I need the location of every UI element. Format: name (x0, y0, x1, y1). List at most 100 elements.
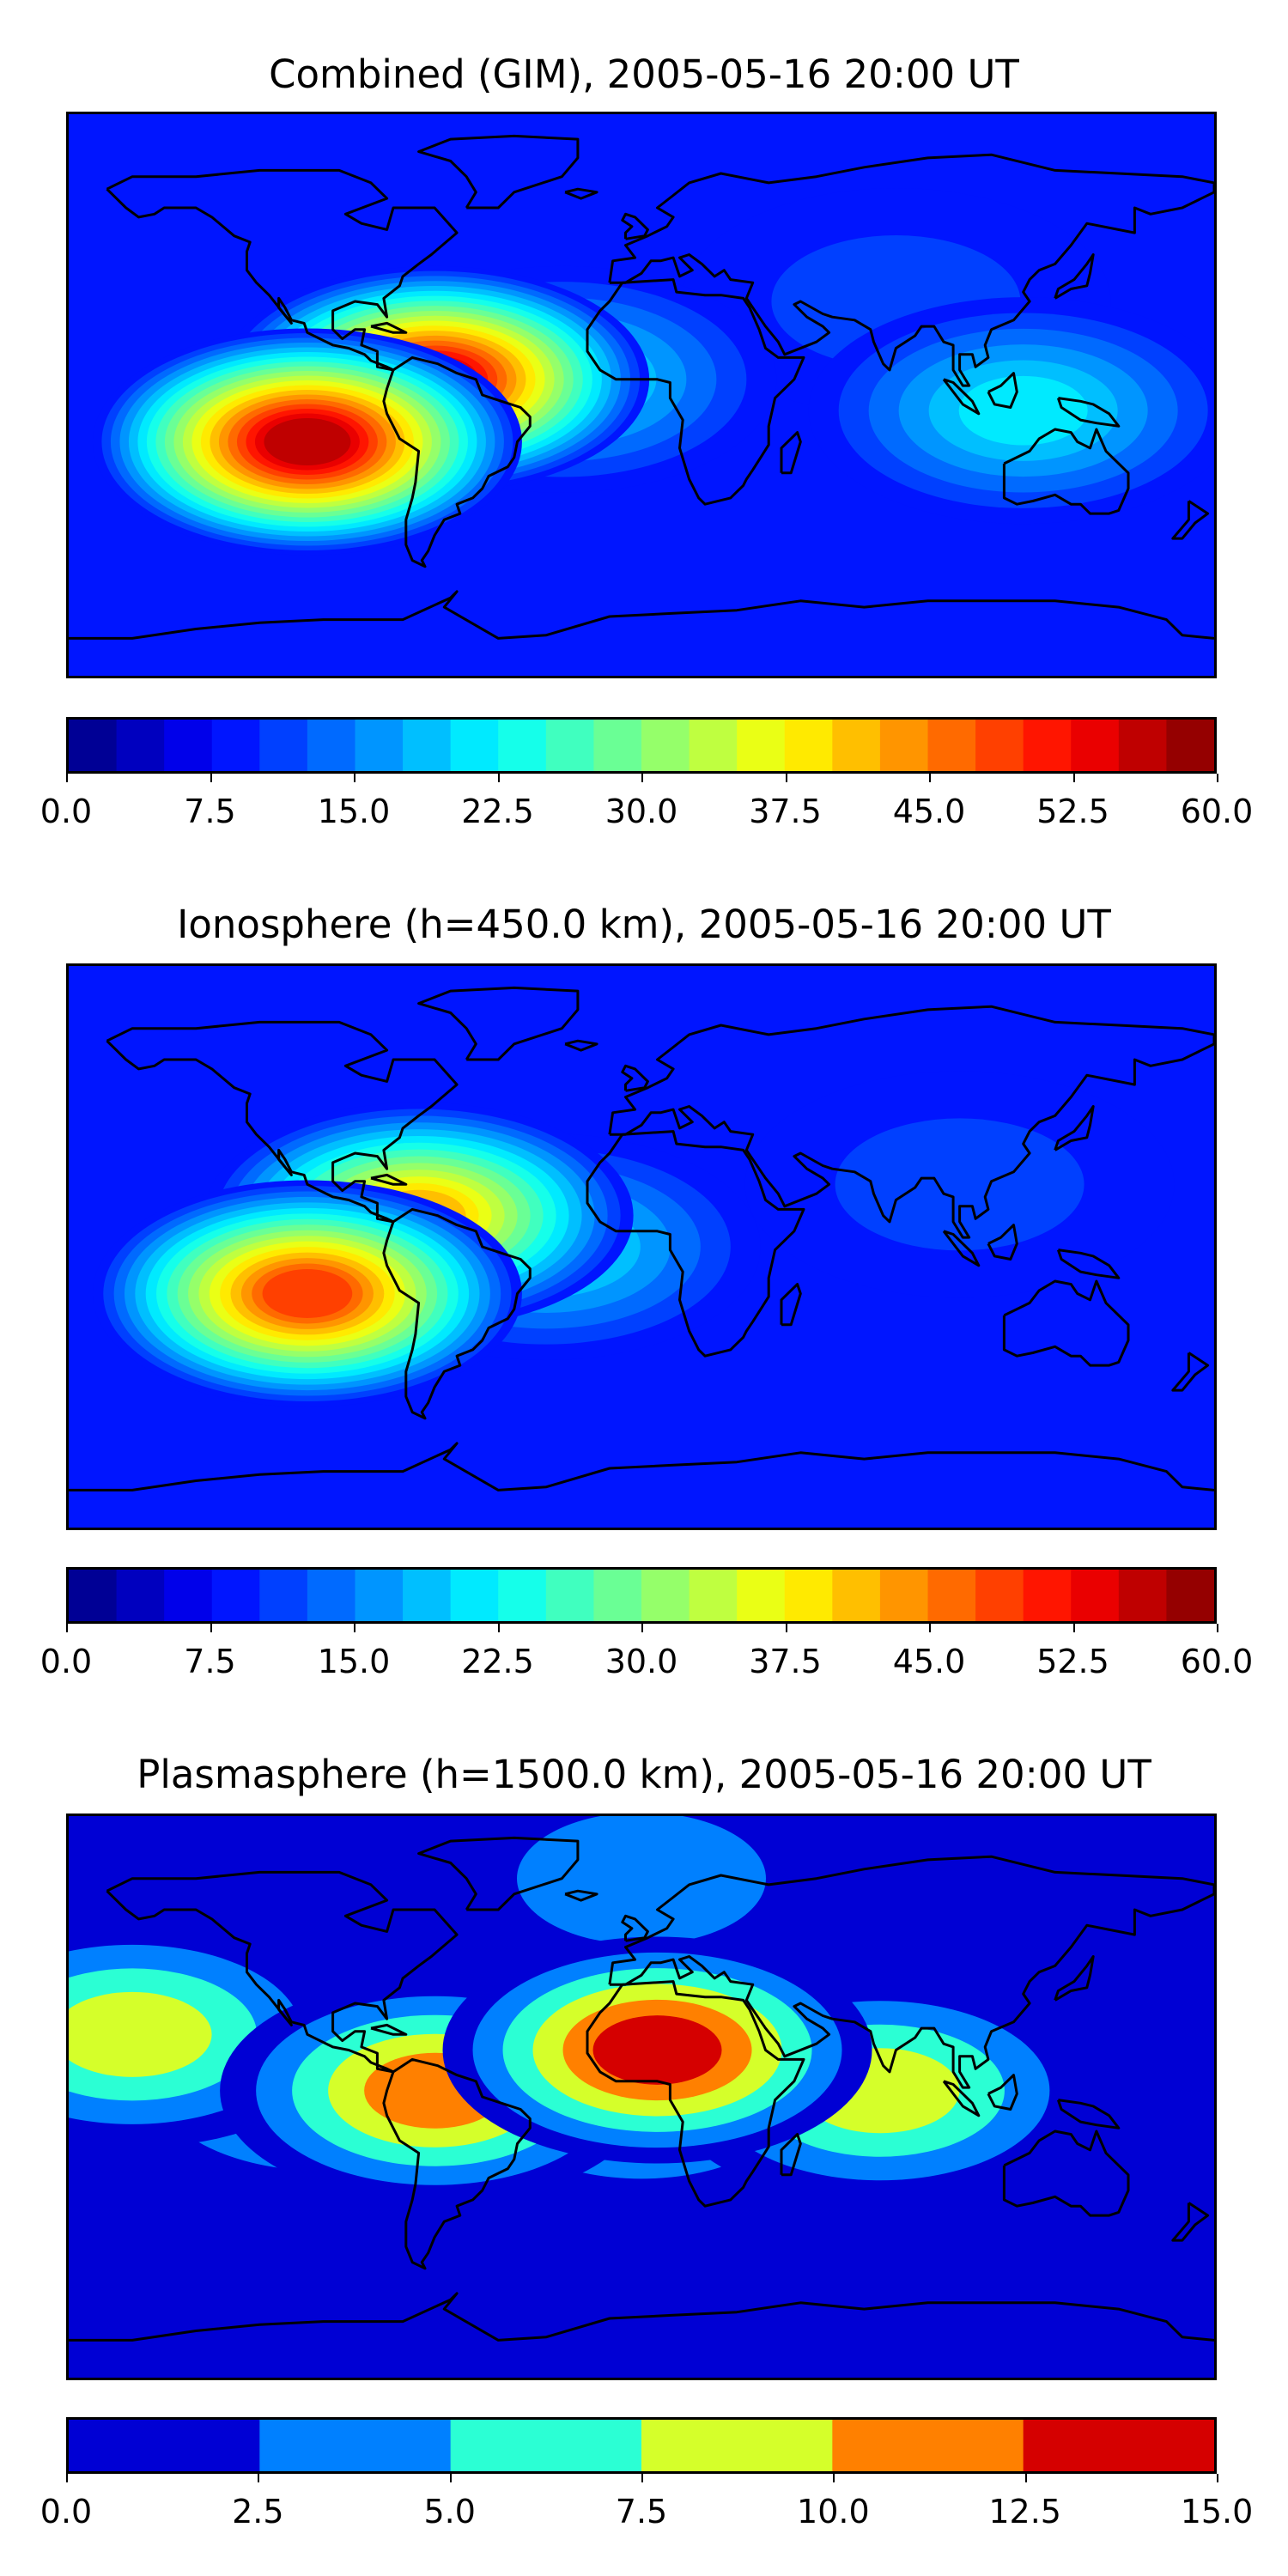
japan-coastline (1054, 1105, 1095, 1151)
eurasia-coastline (608, 153, 1214, 387)
colorbar-tick-label: 52.5 (1036, 793, 1109, 830)
colorbar-segment (784, 720, 833, 771)
colorbar-tick-label: 37.5 (749, 1643, 822, 1680)
colorbar-segment (211, 1570, 260, 1621)
japan-coastline (1054, 1955, 1095, 2002)
colorbar-tick (929, 774, 931, 782)
contour-feature (92, 1180, 522, 1407)
cuba-coastline (370, 321, 408, 334)
new-guinea-coastline (1056, 397, 1121, 428)
colorbar-segment (689, 720, 738, 771)
map-svg (69, 1816, 1214, 2378)
colorbar-segment (689, 1570, 738, 1621)
colorbar-tick-label: 45.0 (892, 1643, 966, 1680)
colorbar-tick-label: 30.0 (605, 793, 678, 830)
colorbar-segment (641, 1570, 690, 1621)
contour-level (69, 1991, 212, 2077)
colorbar-segment (450, 2420, 642, 2471)
madagascar-coastline (780, 2133, 802, 2177)
madagascar-coastline (780, 1283, 802, 1327)
north-america-coastline (106, 168, 459, 372)
south-america-coastline (382, 2057, 532, 2270)
new-zealand-coastline (1171, 500, 1210, 540)
colorbar-segment (975, 720, 1024, 771)
colorbar-tick-label: 2.5 (232, 2493, 284, 2530)
greenland-coastline (417, 986, 580, 1061)
eurasia-coastline (608, 1005, 1214, 1239)
colorbar-tick (66, 1624, 68, 1632)
colorbar-segment (211, 720, 260, 771)
colorbar-tick-label: 52.5 (1036, 1643, 1109, 1680)
colorbar-segment (164, 720, 213, 771)
colorbar-tick (497, 1624, 500, 1632)
map-svg (69, 114, 1214, 676)
madagascar-coastline (780, 431, 802, 475)
colorbar-segment (69, 1570, 118, 1621)
sumatra-coastline (942, 2080, 981, 2117)
colorbar-ticks: 0.0 2.5 5.0 7.5 10.0 12.5 15.0 (40, 2474, 1253, 2530)
contour-level (958, 375, 1088, 446)
colorbar-ticks: 0.0 7.5 15.0 22.5 30.0 37.5 45.0 52.5 60.0 (40, 774, 1253, 830)
colorbar-tick-label: 7.5 (184, 793, 236, 830)
colorbar-segment (593, 1570, 642, 1621)
colorbar-svg (69, 1570, 1214, 1621)
colorbar-tick-label: 22.5 (461, 793, 534, 830)
colorbar-tick (641, 774, 643, 782)
colorbar-segment (259, 720, 308, 771)
colorbar-tick (785, 774, 787, 782)
australia-coastline (1002, 2129, 1130, 2217)
contour-level (592, 2015, 722, 2085)
borneo-coastline (987, 372, 1018, 409)
colorbar-segment (498, 720, 547, 771)
colorbar-tick (1217, 1624, 1218, 1632)
borneo-coastline (987, 2074, 1018, 2111)
uk-coastline (621, 1914, 649, 1942)
colorbar-segment (737, 720, 786, 771)
colorbar-tick-label: 60.0 (1180, 1643, 1254, 1680)
colorbar-svg (69, 2420, 1214, 2471)
colorbar-tick-label: 15.0 (317, 1643, 391, 1680)
eurasia-coastline (608, 1855, 1214, 2089)
greenland-coastline (417, 1836, 580, 1911)
chart-title: Plasmasphere (h=1500.0 km), 2005-05-16 2… (137, 1752, 1151, 1797)
colorbar-tick-label: 0.0 (39, 2493, 93, 2530)
africa-coastline (586, 1980, 805, 2208)
colorbar-segment (545, 720, 595, 771)
sumatra-coastline (942, 378, 981, 416)
colorbar-tick (641, 1624, 643, 1632)
colorbar-segment (1071, 720, 1120, 771)
colorbar-segment (403, 1570, 452, 1621)
coastlines (69, 134, 1214, 640)
colorbar (66, 1567, 1217, 1624)
colorbar-tick-label: 5.0 (423, 2493, 476, 2530)
coastlines (69, 1836, 1214, 2342)
colorbar-tick (641, 2474, 643, 2482)
colorbar-segment (927, 720, 976, 771)
colorbar-segment (355, 1570, 404, 1621)
colorbar-segment (450, 1570, 499, 1621)
colorbar-segment (259, 1570, 308, 1621)
colorbar-segment (116, 720, 165, 771)
colorbar-tick (1217, 2474, 1218, 2482)
colorbar-segment (641, 720, 690, 771)
colorbar-segment (1166, 1570, 1214, 1621)
colorbar-tick (210, 1624, 212, 1632)
colorbar-tick-label: 30.0 (605, 1643, 678, 1680)
colorbar-tick (1217, 774, 1218, 782)
colorbar-tick (785, 1624, 787, 1632)
uk-coastline (621, 212, 649, 240)
colorbar-svg (69, 720, 1214, 771)
map-plot (66, 963, 1217, 1530)
contour-level (517, 1816, 766, 1945)
colorbar-tick-label: 45.0 (892, 793, 966, 830)
colorbar-tick (449, 2474, 452, 2482)
africa-coastline (586, 1130, 805, 1358)
chart-title: Ionosphere (h=450.0 km), 2005-05-16 20:0… (177, 902, 1111, 947)
colorbar-tick (210, 774, 212, 782)
colorbar-segment (641, 2420, 833, 2471)
colorbar-tick (1072, 774, 1075, 782)
colorbar-segment (1023, 2420, 1214, 2471)
colorbar-segment (450, 720, 499, 771)
colorbar-segment (355, 720, 404, 771)
contour-feature (442, 1936, 872, 2164)
